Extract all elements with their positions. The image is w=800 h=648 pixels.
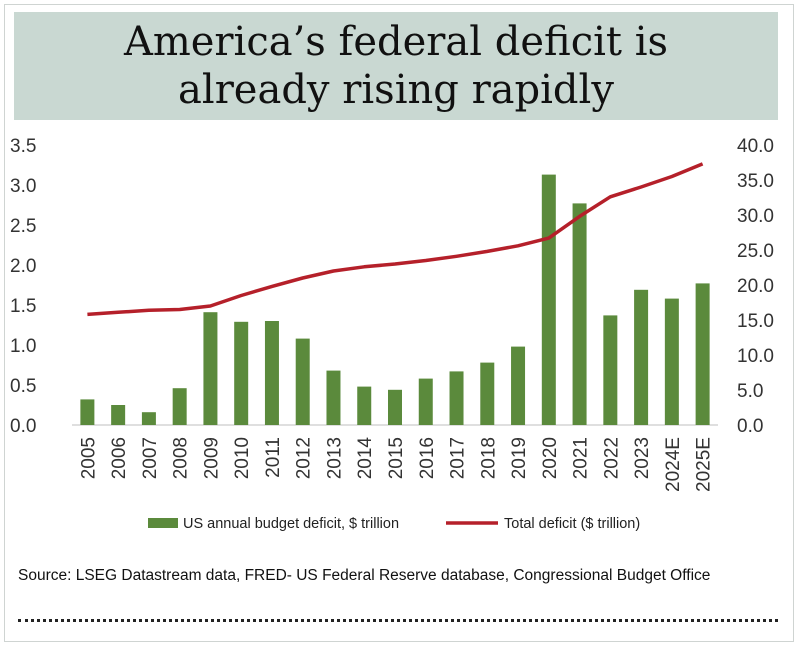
x-tick-label: 2019 xyxy=(509,437,530,479)
right-tick-label: 15.0 xyxy=(737,311,774,332)
x-tick-label: 2007 xyxy=(140,437,161,479)
source-note: Source: LSEG Datastream data, FRED- US F… xyxy=(18,567,711,584)
bar xyxy=(449,371,464,425)
right-tick-label: 30.0 xyxy=(737,206,774,227)
bar xyxy=(264,321,279,425)
bar xyxy=(234,321,249,425)
x-tick-label: 2025E xyxy=(694,437,715,492)
bar xyxy=(572,203,587,425)
legend-bar-label: US annual budget deficit, $ trillion xyxy=(183,516,399,532)
bar xyxy=(326,370,341,425)
bar xyxy=(511,346,526,425)
bar xyxy=(664,298,679,425)
bar xyxy=(695,283,710,425)
x-tick-label: 2018 xyxy=(478,437,499,479)
legend-bar-swatch xyxy=(148,518,178,528)
bar xyxy=(418,378,433,425)
left-tick-label: 1.5 xyxy=(10,296,36,317)
left-tick-label: 3.0 xyxy=(10,176,36,197)
left-tick-label: 0.5 xyxy=(10,376,36,397)
dotted-divider xyxy=(18,619,778,622)
left-tick-label: 0.0 xyxy=(10,416,36,437)
x-tick-label: 2009 xyxy=(201,437,222,479)
x-tick-label: 2010 xyxy=(232,437,253,479)
left-tick-label: 2.0 xyxy=(10,256,36,277)
right-tick-label: 5.0 xyxy=(737,381,763,402)
bar xyxy=(388,389,402,425)
total-deficit-line xyxy=(87,162,704,317)
bar xyxy=(203,312,218,425)
bar xyxy=(141,412,156,425)
legend-line-label: Total deficit ($ trillion) xyxy=(504,516,640,532)
bar xyxy=(357,386,372,425)
chart-title: America’s federal deficit is already ris… xyxy=(123,19,669,113)
x-tick-label: 2024E xyxy=(663,437,684,492)
bar xyxy=(295,338,310,425)
x-tick-label: 2021 xyxy=(571,437,592,479)
right-tick-label: 10.0 xyxy=(737,346,774,367)
x-tick-label: 2013 xyxy=(324,437,345,479)
x-tick-label: 2017 xyxy=(448,437,469,479)
bar xyxy=(172,388,187,425)
x-tick-label: 2014 xyxy=(355,437,376,480)
left-axis: 0.0 0.5 1.0 1.5 2.0 2.5 3.0 3.5 xyxy=(10,136,36,437)
bar xyxy=(480,362,495,425)
bar xyxy=(111,405,126,425)
legend: US annual budget deficit, $ trillion Tot… xyxy=(148,516,640,532)
bar xyxy=(634,289,649,425)
left-tick-label: 1.0 xyxy=(10,336,36,357)
x-tick-label: 2022 xyxy=(601,437,622,479)
x-tick-label: 2006 xyxy=(109,437,130,479)
bar-series xyxy=(80,174,710,425)
bar xyxy=(541,174,556,425)
x-tick-label: 2011 xyxy=(263,437,284,478)
right-tick-label: 25.0 xyxy=(737,241,774,262)
right-tick-label: 20.0 xyxy=(737,276,774,297)
x-tick-label: 2020 xyxy=(540,437,561,479)
x-tick-label: 2012 xyxy=(294,437,315,479)
x-tick-label: 2015 xyxy=(386,437,407,479)
title-band: America’s federal deficit is already ris… xyxy=(14,12,778,120)
right-tick-label: 0.0 xyxy=(737,416,763,437)
x-tick-label: 2016 xyxy=(417,437,438,479)
x-tick-label: 2005 xyxy=(78,437,99,479)
x-axis-labels: 2005 2006 2007 2008 2009 2010 2011 2012 2013 2014… xyxy=(78,437,714,492)
left-tick-label: 2.5 xyxy=(10,216,36,237)
x-tick-label: 2023 xyxy=(632,437,653,479)
right-axis: 0.0 5.0 10.0 15.0 20.0 25.0 30.0 35.0 40.0 xyxy=(737,136,774,437)
x-tick-label: 2008 xyxy=(171,437,192,479)
bar xyxy=(603,315,618,425)
bar xyxy=(80,399,95,425)
left-tick-label: 3.5 xyxy=(10,136,36,157)
right-tick-label: 35.0 xyxy=(737,171,774,192)
right-tick-label: 40.0 xyxy=(737,136,774,157)
